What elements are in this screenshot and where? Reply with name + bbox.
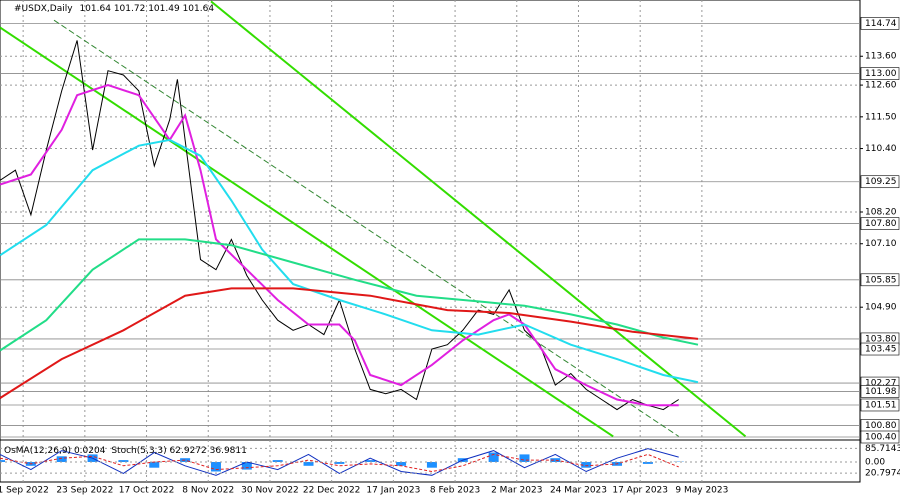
x-tick-label: 17 Apr 2023 [612,486,668,496]
stoch-line [0,448,679,476]
level-box [860,398,900,412]
level-label: 101.98 [865,387,897,397]
moving-average [0,238,699,352]
y-tick-label: 112.60 [865,81,897,91]
level-label: 100.40 [865,433,897,443]
x-tick-label: 8 Nov 2022 [182,486,234,496]
stoch-line [0,453,679,473]
x-tick-label: 2 Mar 2023 [491,486,542,496]
trend-line [0,26,614,438]
y-tick-label: 108.20 [865,208,897,218]
osma-bar [56,456,67,462]
moving-average [0,138,699,384]
osma-bar [118,460,129,462]
y-tick-label: 104.90 [865,303,897,313]
level-box [860,175,900,189]
level-label: 113.00 [865,69,897,79]
x-tick-label: 17 Jan 2023 [366,486,420,496]
osma-bar [149,462,160,468]
level-label: 103.45 [865,345,897,355]
level-label: 101.51 [865,400,897,410]
x-tick-label: 22 Dec 2022 [303,486,361,496]
level-label: 102.27 [865,379,897,389]
y-tick-label: 113.60 [865,52,897,62]
level-label: 109.25 [865,177,897,187]
y-tick-label: 0.00 [865,458,885,468]
oscillator-header: OsMA(12,26,9) 0.0204 Stoch(5,3,3) 62.927… [4,446,247,456]
osma-bar [396,462,407,466]
level-label: 100.80 [865,421,897,431]
osma-bar [303,462,314,466]
x-tick-label: 1 Sep 2022 [0,486,49,496]
chart-header: #USDX,Daily 101.64 101.72 101.49 101.64 [14,4,214,14]
moving-average [0,84,679,407]
level-box [860,67,900,80]
osma-bar [210,462,221,472]
osma-bar [426,462,437,468]
level-box [860,217,900,230]
trend-line [210,0,747,438]
level-label: 114.74 [865,19,897,29]
osma-bar [581,462,592,468]
level-box [860,273,900,287]
price-line [0,40,679,411]
y-tick-label: 20.7974 [865,469,900,479]
osma-bar [488,452,499,462]
x-tick-label: 24 Mar 2023 [550,486,607,496]
x-tick-label: 23 Sep 2022 [56,486,113,496]
y-tick-label: 85.7143 [865,444,900,454]
trend-line [53,19,679,437]
osma-bar [0,460,5,462]
level-label: 107.80 [865,219,897,229]
x-tick-label: 30 Nov 2022 [241,486,299,496]
y-tick-label: 111.50 [865,112,897,122]
level-box [860,17,900,30]
osma-bar [550,458,561,462]
level-label: 105.85 [865,275,897,285]
level-box [860,342,900,356]
moving-average [0,287,699,399]
osma-bar [365,460,376,462]
osma-bar [272,460,283,462]
osma-bar [334,462,345,464]
y-tick-label: 107.10 [865,239,897,249]
plot-frame [0,0,861,483]
osma-bar [241,462,252,470]
level-box [860,430,900,444]
osma-bar [519,454,530,462]
x-tick-label: 17 Oct 2022 [119,486,175,496]
x-tick-label: 8 Feb 2023 [430,486,480,496]
x-tick-label: 9 May 2023 [675,486,728,496]
level-label: 103.80 [865,334,897,344]
y-tick-label: 110.40 [865,144,897,154]
level-box [860,385,900,398]
osma-bar [642,462,653,464]
